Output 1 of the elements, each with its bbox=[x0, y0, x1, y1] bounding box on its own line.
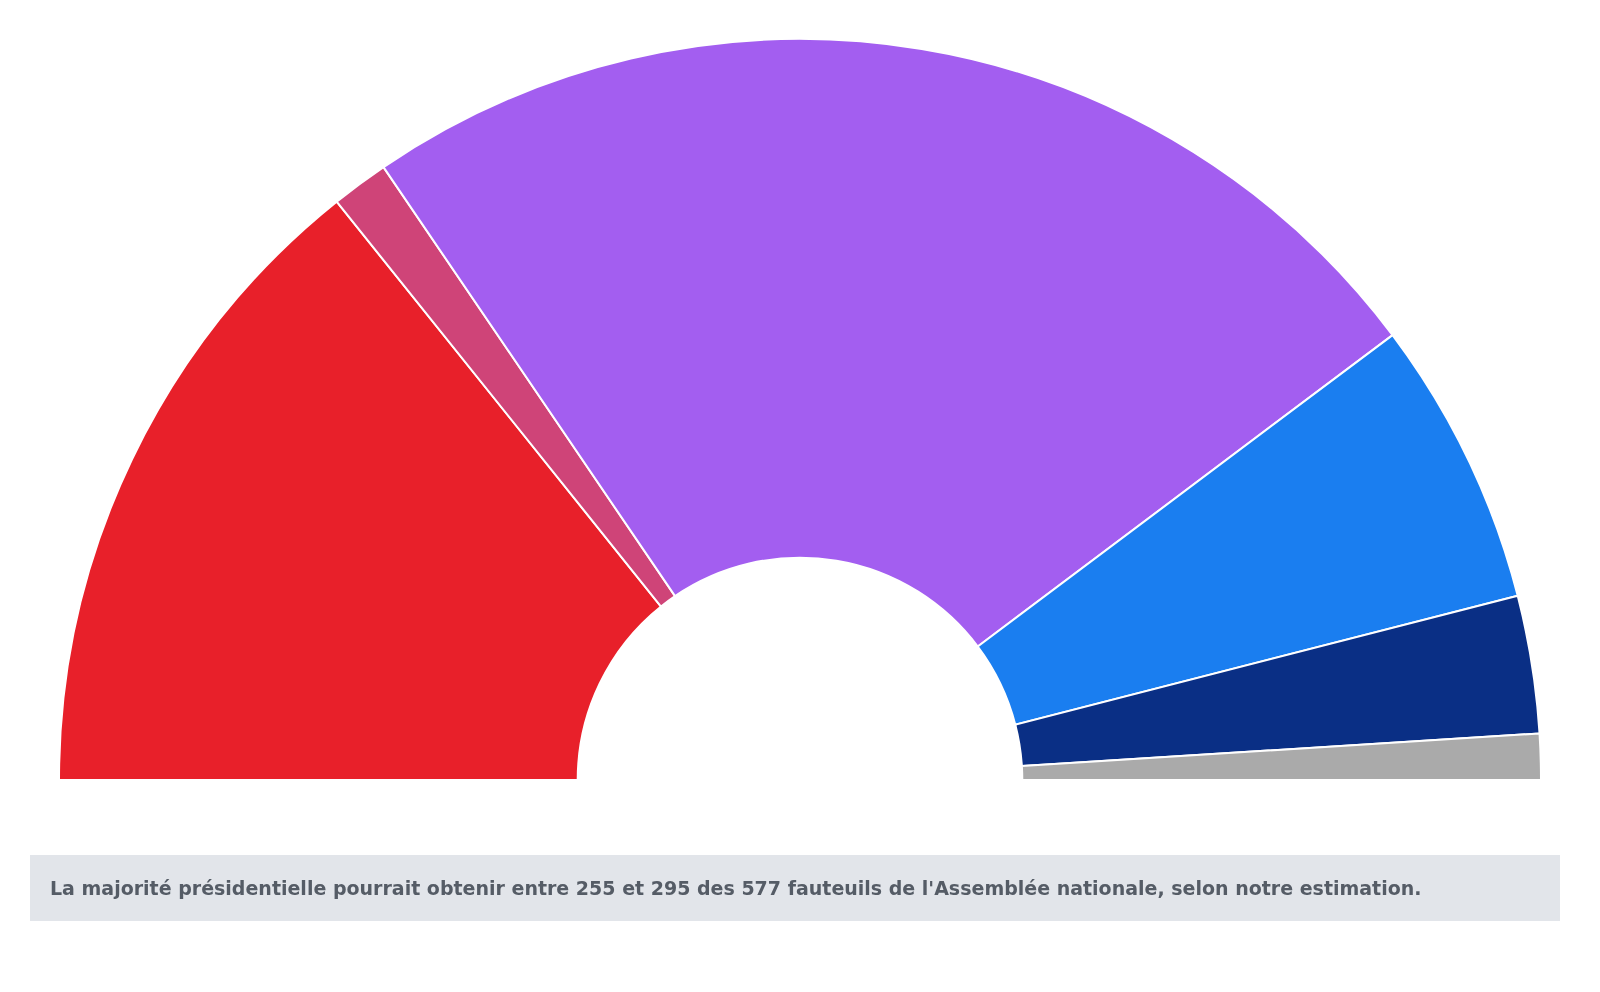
text: La majorité présidentielle pourrait obtenir entre 255 et 295 des 577 fauteuils de l'Assemblée nationale, selon notre estimation. bbox=[50, 876, 1423, 901]
